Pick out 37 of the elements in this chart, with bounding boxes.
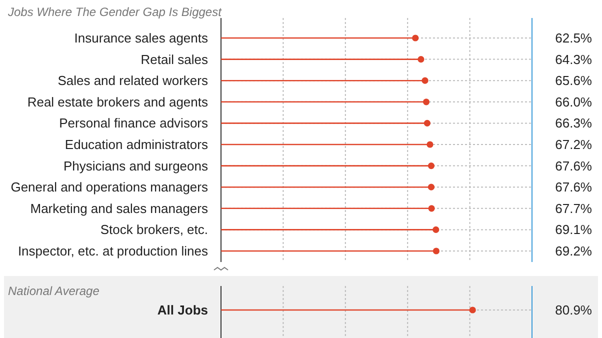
text: National Average (8, 284, 100, 298)
point (432, 248, 440, 254)
data-label: 67.7% (555, 200, 592, 216)
data-label: 80.9% (555, 302, 592, 318)
y-tick-label: Stock brokers, etc. (100, 222, 208, 238)
data-label: 66.0% (555, 94, 592, 110)
point (432, 226, 440, 233)
point (422, 77, 428, 84)
point (418, 56, 424, 63)
data-label: 66.3% (555, 116, 592, 131)
y-tick-label: Sales and related workers (58, 73, 208, 88)
point (428, 184, 435, 190)
data-label: 69.1% (555, 222, 592, 238)
y-tick-label: Personal finance advisors (59, 116, 208, 131)
data-label: 65.6% (555, 73, 592, 88)
point (428, 205, 435, 212)
data-label: 64.3% (555, 52, 592, 67)
data-label: 67.2% (555, 137, 592, 152)
data-label: 67.6% (555, 180, 592, 195)
y-tick-label: Real estate brokers and agents (27, 94, 208, 110)
point (412, 34, 419, 42)
y-tick-label: Inspector, etc. at production lines (18, 244, 208, 258)
point (428, 162, 435, 170)
y-tick-label: Insurance sales agents (74, 30, 208, 46)
data-label: 67.6% (555, 158, 592, 174)
data-label: 69.2% (555, 244, 592, 258)
y-tick-label: Physicians and surgeons (63, 158, 208, 174)
y-tick-label: Retail sales (140, 52, 208, 67)
y-tick-label: All Jobs (157, 302, 208, 318)
y-tick-label: General and operations managers (10, 180, 208, 195)
point (424, 120, 430, 126)
y-tick-label: Marketing and sales managers (30, 200, 208, 216)
text: Jobs Where The Gender Gap Is Biggest (7, 5, 222, 19)
y-tick-label: Education administrators (64, 137, 208, 152)
data-label: 62.5% (555, 30, 592, 46)
point (426, 141, 434, 148)
point (422, 98, 430, 106)
